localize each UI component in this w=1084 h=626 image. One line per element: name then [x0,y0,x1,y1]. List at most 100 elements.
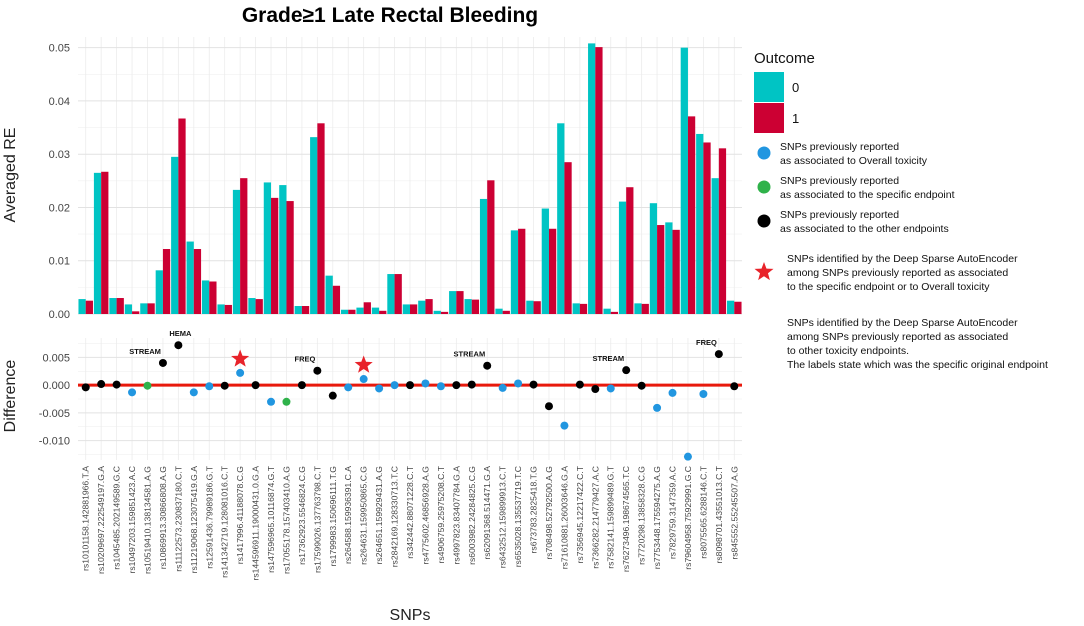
difference-point-blue [390,381,399,390]
difference-point-green [143,381,152,390]
difference-point-blue [683,452,692,461]
x-tick-label: rs11219068.123075419.G.A [189,466,199,574]
bar-outcome-1 [178,118,186,314]
bar-outcome-1 [672,229,680,314]
bar-outcome-1 [317,123,325,315]
bar-outcome-1 [332,285,341,314]
difference-point-blue [375,384,384,393]
star-marker [354,355,373,373]
bar-outcome-1 [734,301,742,314]
top-y-tick-label: 0.02 [49,202,70,214]
x-axis-title: SNPs [390,607,431,624]
bottom-y-tick-label: -0.005 [39,408,70,420]
bar-outcome-0 [402,304,410,314]
x-tick-label: rs1799983.150696111.T.G [328,466,338,567]
bar-outcome-0 [603,308,611,314]
bar-outcome-1 [657,225,665,314]
chart-title: Grade≥1 Late Rectal Bleeding [242,4,538,27]
bar-outcome-1 [502,310,510,314]
x-tick-label: rs10519410.138134581.A.G [142,466,152,574]
difference-point-blue [236,368,245,377]
legend-point-marker [757,146,771,160]
bar-outcome-0 [433,310,441,314]
bar-outcome-1 [147,303,155,314]
x-tick-label: rs4906759.25975208.C.T [436,465,446,563]
bar-outcome-0 [294,306,302,314]
x-tick-label: rs12591436.79989186.G.T [204,465,214,568]
bar-outcome-0 [479,198,488,314]
x-tick-label: rs6432512.159899913.C.T [498,465,508,568]
x-tick-label: rs264651.159929431.A.G [374,466,384,565]
bar-outcome-0 [93,172,102,314]
x-tick-label: rs8075565.6288146.C.T [698,465,708,558]
bar-outcome-1 [85,300,93,314]
difference-point-black [637,381,646,390]
x-tick-label: rs10209697.222549197.G.A [96,466,106,574]
x-tick-label: rs7720298.13858328.C.G [637,466,647,565]
difference-point-black [406,381,414,390]
bar-outcome-0 [109,298,117,314]
bar-outcome-0 [325,275,333,314]
bar-outcome-1 [209,281,217,314]
bar-outcome-1 [718,148,727,314]
bar-outcome-0 [356,307,364,314]
x-tick-label: rs62091368.514471.G.A [482,466,492,560]
bar-outcome-0 [78,299,86,314]
difference-point-blue [344,383,353,392]
bar-outcome-1 [641,303,649,314]
x-tick-label: rs71610881.26003646.G.A [559,466,569,569]
difference-point-black [174,341,183,350]
difference-point-black [483,361,492,370]
legend-point-text: SNPs previously reported [780,209,899,221]
bar-outcome-0 [557,123,565,315]
bottom-y-tick-label: -0.010 [39,436,70,448]
x-tick-label: rs7582141.159899489.G.T [606,465,616,568]
difference-point-black [297,381,306,390]
x-tick-label: rs7366282.214779427.A.C [590,466,600,569]
bar-outcome-0 [124,304,133,314]
bar-outcome-1 [548,228,557,314]
difference-scatter-panel: -0.010 -0.005 0.000 0.005 STREAM HEMA FREQ STRE… [39,329,742,581]
bar-outcome-1 [379,310,387,314]
bar-outcome-0 [155,270,163,314]
endpoint-annotation: STREAM [454,350,486,359]
legend-point-marker [757,180,771,194]
difference-point-blue [189,388,198,397]
bar-outcome-0 [634,303,642,314]
bar-outcome-0 [201,280,210,314]
bar-outcome-1 [471,299,480,314]
bar-outcome-0 [680,47,688,315]
bar-outcome-1 [533,301,541,314]
bar-outcome-0 [526,300,534,314]
difference-point-blue [128,388,137,397]
difference-point-black [714,350,723,359]
bar-outcome-0 [140,303,148,314]
bar-outcome-0 [217,304,225,314]
bar-outcome-1 [518,228,526,314]
bar-outcome-0 [248,298,256,314]
difference-point-blue [498,383,507,392]
endpoint-annotation: FREQ [295,355,316,364]
bar-outcome-1 [193,249,202,314]
x-tick-label: rs673783.2825418.T.G [529,466,539,554]
bar-outcome-1 [687,116,696,314]
legend-star-text: to the specific endpoint or to Overall t… [787,281,990,293]
bar-outcome-0 [186,241,194,314]
difference-point-black [452,381,461,390]
bar-outcome-0 [541,208,549,314]
top-y-tick-label: 0.01 [49,256,70,268]
x-tick-label: rs1045485.202149589.G.C [112,466,122,570]
legend-note-text: SNPs identified by the Deep Sparse AutoE… [787,317,1018,329]
bar-outcome-0 [340,309,349,314]
legend-star-text: among SNPs previously reported as associ… [787,267,1008,279]
bar-outcome-0 [495,308,503,314]
bar-outcome-0 [665,222,673,314]
difference-point-black [575,380,584,389]
bottom-y-axis-title: Difference [2,360,19,433]
bar-chart-panel: 0.00 0.01 0.02 0.03 0.04 0.05 [49,37,742,321]
x-tick-label: rs4775602.46856928.A.G [420,466,430,565]
bar-outcome-1 [162,249,171,314]
legend-point-text: as associated to Overall toxicity [780,155,928,167]
bar-outcome-0 [618,201,627,314]
